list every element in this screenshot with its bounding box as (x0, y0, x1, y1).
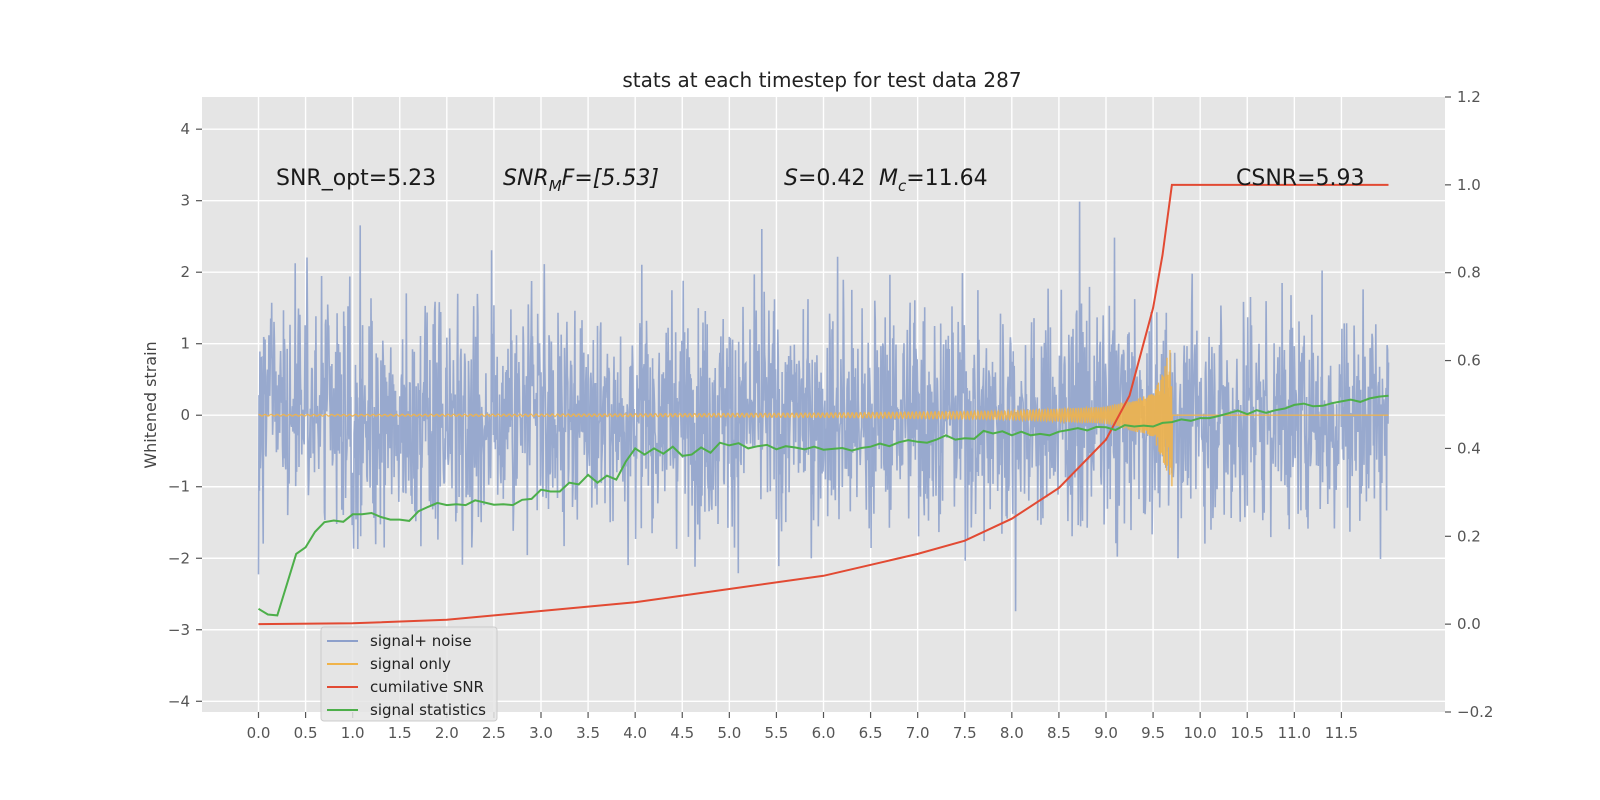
x-tick-label: 5.5 (764, 724, 788, 742)
signal-only-line (258, 349, 1389, 487)
x-tick-label: 6.5 (859, 724, 883, 742)
y-tick-label: 1 (180, 335, 190, 353)
y2-tick-label: 0.0 (1457, 615, 1481, 633)
legend-label: signal statistics (370, 701, 486, 719)
y2-tick-label: 0.4 (1457, 439, 1481, 457)
x-tick-label: 10.0 (1183, 724, 1216, 742)
y-axis-ticks: 4 3 2 1 0 −1 −2 −3 −4 (168, 120, 202, 710)
x-tick-label: 9.0 (1094, 724, 1118, 742)
signal-statistics-series (257, 394, 1389, 617)
x-tick-label: 1.0 (341, 724, 365, 742)
annotation-s: S=0.42 (784, 166, 865, 191)
y-tick-label: 2 (180, 263, 190, 281)
annotation-csnr: CSNR=5.93 (1236, 166, 1365, 191)
x-tick-label: 9.5 (1141, 724, 1165, 742)
y-tick-label: −1 (168, 478, 190, 496)
y-tick-label: 4 (180, 120, 190, 138)
annotation-snr-mf: SNRMF=[5.53] (503, 166, 659, 195)
x-tick-label: 1.5 (388, 724, 412, 742)
cumulative-snr-line (258, 183, 1389, 626)
snr-mf-label: SNR (503, 166, 549, 191)
x-axis-ticks: 0.0 0.5 1.0 1.5 2.0 2.5 3.0 3.5 4.0 4.5 5.0 5.5 6.0 6… (247, 712, 1358, 742)
x-tick-label: 4.5 (670, 724, 694, 742)
y2-tick-label: 0.2 (1457, 527, 1481, 545)
y2-tick-label: 1.2 (1457, 88, 1481, 106)
x-tick-label: 8.5 (1047, 724, 1071, 742)
y-axis-label: Whitened strain (141, 341, 160, 468)
x-tick-label: 3.0 (529, 724, 553, 742)
x-tick-label: 11.0 (1278, 724, 1311, 742)
legend-label: cumilative SNR (370, 678, 484, 696)
signal-statistics-line (257, 394, 1389, 617)
y2-axis-ticks: 1.2 1.0 0.8 0.6 0.4 0.2 0.0 −0.2 (1445, 88, 1493, 721)
legend-box (320, 626, 498, 722)
legend-label: signal only (370, 655, 451, 673)
x-tick-label: 4.0 (623, 724, 647, 742)
x-tick-label: 0.5 (294, 724, 318, 742)
snr-mf-subscript: M (549, 177, 562, 195)
snr-mf-rest: F=[5.53] (562, 166, 659, 191)
y2-tick-label: −0.2 (1457, 703, 1493, 721)
x-tick-label: 0.0 (247, 724, 271, 742)
x-tick-label: 8.0 (1000, 724, 1024, 742)
x-tick-label: 7.5 (953, 724, 977, 742)
y-tick-label: 3 (180, 192, 190, 210)
y-tick-label: −2 (168, 549, 190, 567)
s-label: S (784, 166, 798, 191)
annotation-snr-opt: SNR_opt=5.23 (276, 166, 436, 191)
mc-subscript: c (898, 177, 907, 195)
s-value: =0.42 (798, 166, 865, 191)
legend-label: signal+ noise (370, 632, 472, 650)
y-tick-label: −3 (168, 621, 190, 639)
x-tick-label: 7.0 (906, 724, 930, 742)
x-tick-label: 2.0 (435, 724, 459, 742)
chart-title: stats at each timestep for test data 287 (622, 68, 1021, 92)
x-tick-label: 6.0 (812, 724, 836, 742)
signal-only-series (258, 349, 1389, 487)
x-tick-label: 10.5 (1231, 724, 1264, 742)
y2-tick-label: 0.8 (1457, 264, 1481, 282)
annotations: SNR_opt=5.23 SNRMF=[5.53] S=0.42 Mc=11.6… (276, 166, 1365, 195)
x-tick-label: 11.5 (1325, 724, 1358, 742)
y-tick-label: −4 (168, 692, 190, 710)
legend: signal+ noise signal only cumilative SNR si… (320, 626, 498, 722)
y-tick-label: 0 (180, 406, 190, 424)
y2-tick-label: 1.0 (1457, 176, 1481, 194)
annotation-mc: Mc=11.64 (879, 166, 988, 195)
cumulative-snr-series (258, 183, 1389, 626)
x-tick-label: 2.5 (482, 724, 506, 742)
x-tick-label: 5.0 (717, 724, 741, 742)
x-tick-label: 3.5 (576, 724, 600, 742)
mc-label: M (879, 166, 898, 191)
y2-tick-label: 0.6 (1457, 352, 1481, 370)
mc-value: =11.64 (906, 166, 987, 191)
